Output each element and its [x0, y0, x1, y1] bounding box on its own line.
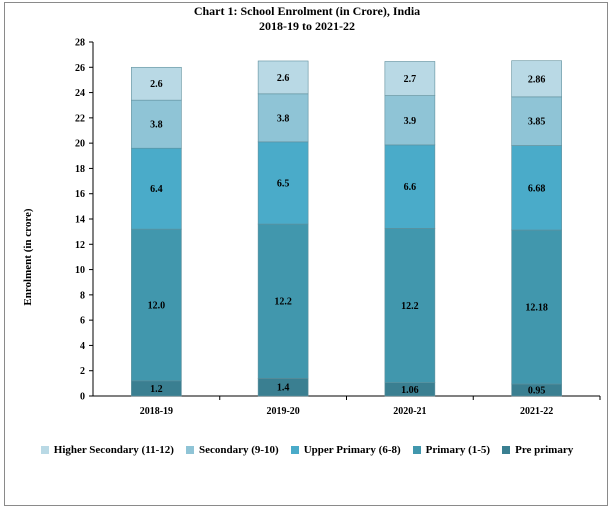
y-tick-label: 26: [75, 63, 85, 74]
data-label: 6.5: [277, 178, 290, 189]
y-tick-label: 22: [75, 113, 85, 124]
bar-segment-upper-primary-6-8: [131, 147, 182, 230]
legend-label: Pre primary: [515, 444, 574, 456]
y-tick-label: 20: [75, 139, 85, 150]
legend-label: Primary (1-5): [425, 444, 491, 456]
legend-swatch: [185, 446, 194, 454]
bar-segment-secondary-9-10: [511, 96, 562, 146]
legend-item: Primary (1-5): [412, 444, 491, 456]
data-label: 3.85: [528, 117, 546, 128]
chart-subtitle: 2018-19 to 2021-22: [259, 19, 355, 33]
y-tick-label: 10: [75, 265, 85, 276]
bar-segment-secondary-9-10: [384, 95, 436, 146]
bar-segment-higher-secondary-11-12: [511, 60, 562, 98]
data-label: 3.8: [150, 120, 163, 131]
chart-title: Chart 1: School Enrolment (in Crore), In…: [193, 4, 421, 18]
data-label: 12.2: [274, 297, 292, 308]
data-label: 1.2: [150, 384, 163, 395]
x-tick-label: 2021-22: [520, 406, 553, 417]
legend-swatch: [502, 446, 511, 454]
data-label: 6.68: [528, 183, 546, 194]
y-tick-label: 14: [75, 215, 85, 226]
x-tick-label: 2018-19: [140, 406, 173, 417]
bar-segment-higher-secondary-11-12: [131, 66, 182, 101]
y-tick-label: 12: [75, 240, 85, 251]
legend-swatch: [40, 446, 49, 454]
y-tick-label: 2: [80, 366, 85, 377]
data-label: 2.86: [528, 74, 546, 85]
data-label: 3.8: [277, 113, 290, 124]
data-label: 12.2: [401, 301, 419, 312]
bar-segment-secondary-9-10: [131, 99, 182, 149]
data-label: 12.0: [148, 300, 166, 311]
data-label: 2.7: [404, 74, 417, 85]
bar-segment-primary-1-5: [511, 229, 562, 385]
chart-legend: Higher Secondary (11-12) Secondary (9-10)…: [0, 444, 614, 456]
bar-segment-upper-primary-6-8: [257, 141, 309, 225]
data-label: 2.6: [277, 73, 290, 84]
bar-segment-upper-primary-6-8: [384, 144, 436, 229]
legend-item: Secondary (9-10): [185, 444, 279, 456]
legend-swatch: [412, 446, 421, 454]
legend-label: Upper Primary (6-8): [303, 444, 401, 456]
data-label: 1.4: [277, 383, 290, 394]
legend-item: Upper Primary (6-8): [290, 444, 401, 456]
bar-segment-higher-secondary-11-12: [384, 61, 436, 96]
bar-segment-primary-1-5: [384, 228, 436, 383]
y-tick-label: 28: [75, 38, 85, 49]
data-label: 6.6: [404, 182, 417, 193]
y-tick-label: 8: [80, 290, 85, 301]
y-tick-label: 0: [80, 392, 85, 403]
legend-label: Higher Secondary (11-12): [53, 444, 174, 456]
data-label: 0.95: [528, 385, 546, 396]
legend-item: Pre primary: [502, 444, 573, 456]
bar-segment-upper-primary-6-8: [511, 145, 562, 231]
data-label: 12.18: [525, 302, 548, 313]
y-tick-label: 18: [75, 164, 85, 175]
data-label: 6.4: [150, 184, 163, 195]
data-label: 1.06: [401, 385, 419, 396]
legend-label: Secondary (9-10): [198, 444, 279, 456]
y-tick-label: 4: [80, 341, 85, 352]
y-tick-label: 16: [75, 189, 85, 200]
legend-swatch: [290, 446, 299, 454]
x-tick-label: 2019-20: [266, 406, 299, 417]
data-label: 2.6: [150, 79, 163, 90]
data-label: 3.9: [404, 116, 417, 127]
legend-item: Higher Secondary (11-12): [40, 444, 174, 456]
y-tick-label: 6: [80, 316, 85, 327]
bar-segment-primary-1-5: [257, 223, 309, 379]
y-tick-label: 24: [75, 88, 85, 99]
bar-segment-primary-1-5: [131, 228, 182, 382]
x-tick-label: 2020-21: [393, 406, 426, 417]
bar-segment-higher-secondary-11-12: [257, 60, 309, 95]
bar-segment-secondary-9-10: [257, 93, 309, 143]
